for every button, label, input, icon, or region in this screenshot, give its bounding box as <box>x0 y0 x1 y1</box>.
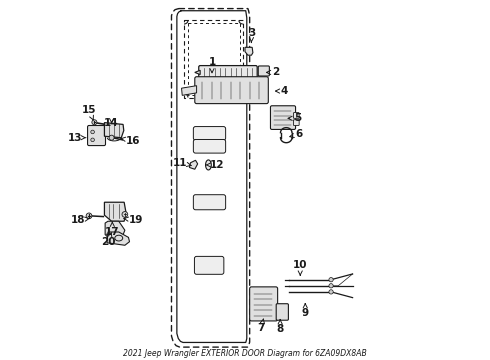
Text: 17: 17 <box>105 222 120 237</box>
Text: 8: 8 <box>276 320 284 334</box>
FancyBboxPatch shape <box>194 127 225 140</box>
FancyBboxPatch shape <box>195 256 224 274</box>
Text: 2021 Jeep Wrangler EXTERIOR DOOR Diagram for 6ZA09DX8AB: 2021 Jeep Wrangler EXTERIOR DOOR Diagram… <box>123 349 367 358</box>
FancyBboxPatch shape <box>258 66 270 76</box>
Text: 11: 11 <box>172 158 191 168</box>
Circle shape <box>92 120 97 125</box>
Circle shape <box>86 213 92 219</box>
Text: 19: 19 <box>124 215 143 225</box>
FancyBboxPatch shape <box>199 66 257 79</box>
Text: 18: 18 <box>71 215 90 225</box>
Text: 14: 14 <box>104 118 119 128</box>
Text: 16: 16 <box>121 136 141 145</box>
Text: 7: 7 <box>257 319 265 333</box>
Circle shape <box>109 135 114 140</box>
FancyBboxPatch shape <box>194 195 225 210</box>
FancyBboxPatch shape <box>294 120 299 126</box>
Circle shape <box>329 284 333 288</box>
Polygon shape <box>190 160 197 169</box>
Text: 5: 5 <box>288 113 301 123</box>
Circle shape <box>329 278 333 282</box>
Polygon shape <box>195 70 200 75</box>
Text: 13: 13 <box>67 133 86 143</box>
Polygon shape <box>181 86 196 95</box>
Circle shape <box>91 138 95 141</box>
FancyBboxPatch shape <box>250 287 278 321</box>
Polygon shape <box>104 202 126 221</box>
Text: 3: 3 <box>248 28 255 42</box>
Circle shape <box>122 212 128 217</box>
Circle shape <box>91 130 95 134</box>
Polygon shape <box>245 47 253 55</box>
FancyBboxPatch shape <box>294 113 299 118</box>
Polygon shape <box>107 232 129 245</box>
Text: 15: 15 <box>82 105 96 120</box>
FancyBboxPatch shape <box>88 126 105 145</box>
Text: 2: 2 <box>267 67 279 77</box>
Text: 9: 9 <box>302 303 309 318</box>
Text: 4: 4 <box>275 86 288 96</box>
FancyBboxPatch shape <box>270 106 295 130</box>
Ellipse shape <box>205 160 211 170</box>
Polygon shape <box>105 221 125 242</box>
FancyBboxPatch shape <box>194 139 225 153</box>
Text: 1: 1 <box>208 57 216 73</box>
Text: 10: 10 <box>293 260 308 275</box>
FancyBboxPatch shape <box>195 77 269 104</box>
Circle shape <box>329 290 333 294</box>
FancyBboxPatch shape <box>276 304 289 320</box>
Text: 12: 12 <box>206 160 224 170</box>
Polygon shape <box>104 123 124 138</box>
Text: 20: 20 <box>101 233 115 247</box>
Text: 6: 6 <box>290 129 302 139</box>
